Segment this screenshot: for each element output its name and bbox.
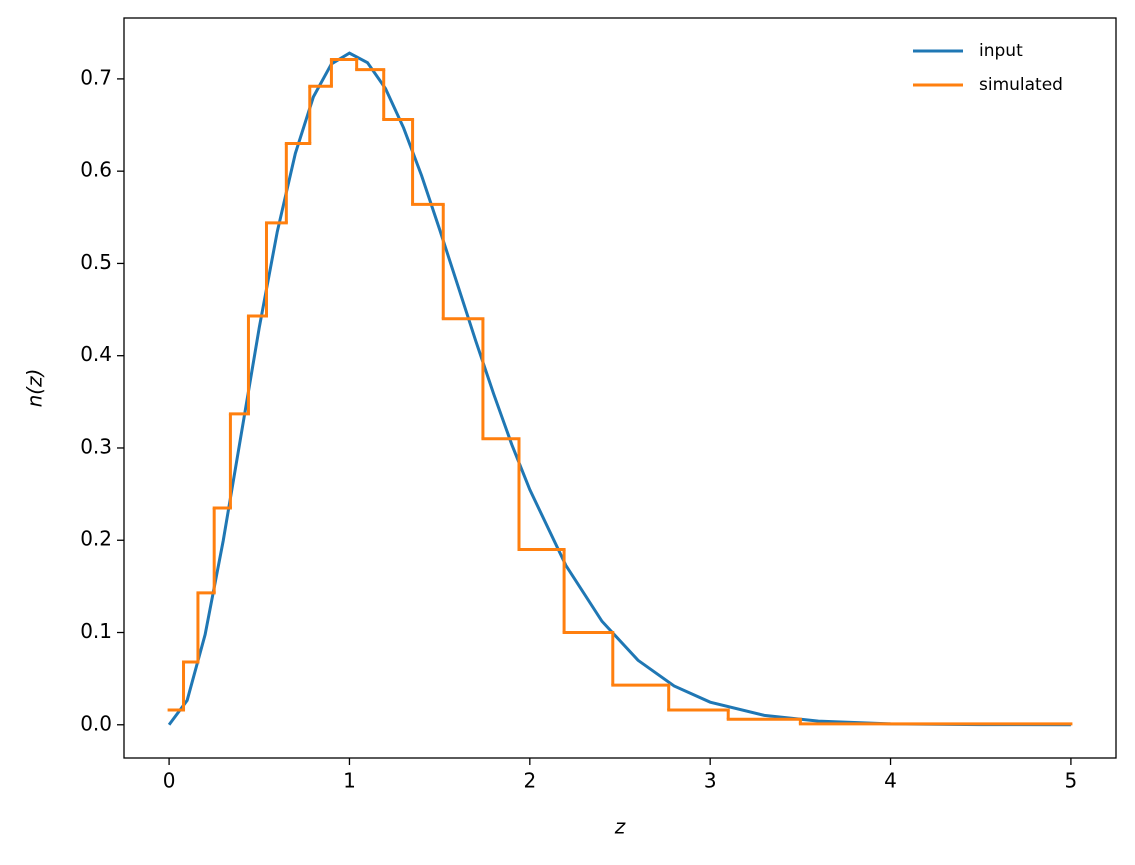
y-tick-label: 0.4 xyxy=(80,342,112,366)
y-tick-label: 0.2 xyxy=(80,527,112,551)
y-tick-label: 0.5 xyxy=(80,250,112,274)
legend-label: input xyxy=(979,41,1023,61)
x-tick-label: 0 xyxy=(163,769,176,793)
y-tick-label: 0.1 xyxy=(80,619,112,643)
axes-frame xyxy=(123,17,1117,759)
x-axis-label: z xyxy=(614,815,626,839)
plot-area xyxy=(124,18,1116,758)
x-tick-label: 1 xyxy=(343,769,356,793)
x-tick-label: 3 xyxy=(704,769,717,793)
y-tick-label: 0.6 xyxy=(80,158,112,182)
y-tick-label: 0.7 xyxy=(80,65,112,89)
legend-label: simulated xyxy=(979,75,1063,95)
y-tick-label: 0.0 xyxy=(80,711,112,735)
x-tick-label: 4 xyxy=(884,769,897,793)
y-axis-label: n(z) xyxy=(23,369,47,408)
y-tick-label: 0.3 xyxy=(80,434,112,458)
series-line xyxy=(167,51,1071,727)
x-tick-label: 2 xyxy=(523,769,536,793)
x-tick-label: 5 xyxy=(1065,769,1078,793)
